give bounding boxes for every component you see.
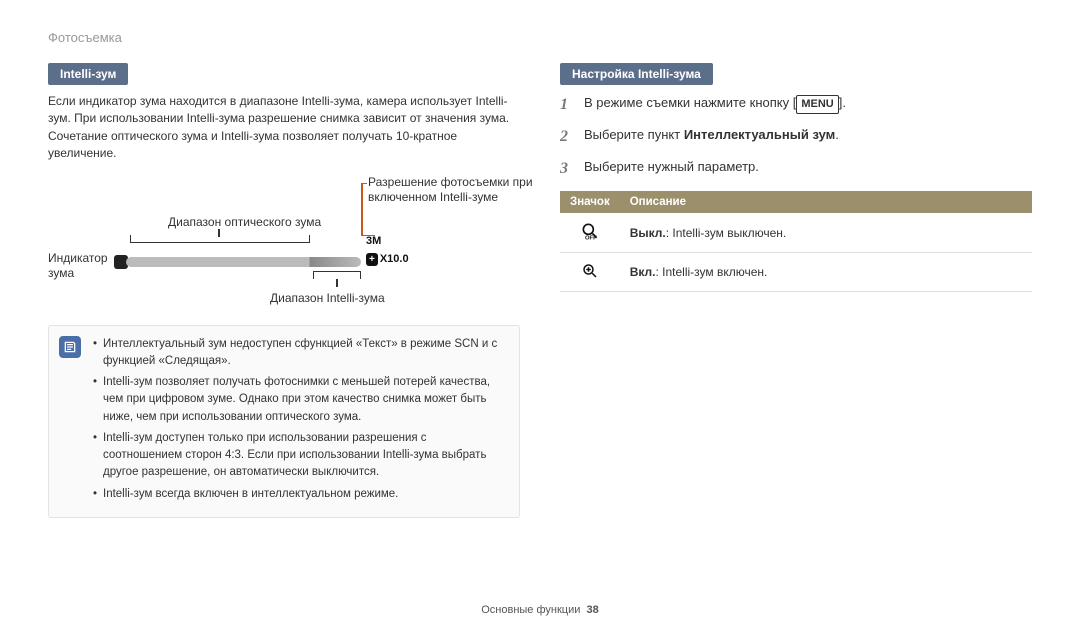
note-item: Intelli-зум доступен только при использо… bbox=[93, 430, 507, 482]
step-text: Выберите пункт Интеллектуальный зум. bbox=[584, 125, 839, 149]
page-footer: Основные функции 38 bbox=[0, 604, 1080, 616]
zoom-bar bbox=[126, 257, 361, 267]
step-post: ]. bbox=[839, 95, 846, 110]
note-item: Интеллектуальный зум недоступен сфункцие… bbox=[93, 336, 507, 371]
step-2: 2 Выберите пункт Интеллектуальный зум. bbox=[560, 125, 1032, 149]
step-number: 2 bbox=[560, 125, 574, 149]
option-bold: Выкл. bbox=[630, 226, 666, 240]
intro-paragraph: Если индикатор зума находится в диапазон… bbox=[48, 93, 520, 163]
note-icon bbox=[59, 336, 81, 358]
breadcrumb: Фотосъемка bbox=[48, 30, 1032, 45]
step-text: В режиме съемки нажмите кнопку [MENU]. bbox=[584, 93, 846, 117]
optical-bracket bbox=[130, 235, 310, 243]
step-number: 3 bbox=[560, 157, 574, 181]
step-3: 3 Выберите нужный параметр. bbox=[560, 157, 1032, 181]
step-pre: Выберите пункт bbox=[584, 127, 684, 142]
option-icon-cell: OFF bbox=[560, 213, 620, 253]
col-icon-header: Значок bbox=[560, 191, 620, 213]
steps-list: 1 В режиме съемки нажмите кнопку [MENU].… bbox=[560, 93, 1032, 181]
optical-range-label: Диапазон оптического зума bbox=[168, 215, 321, 231]
option-row-off: OFF Выкл.: Intelli-зум выключен. bbox=[560, 213, 1032, 253]
intelli-bracket bbox=[313, 271, 361, 279]
intellizoom-off-icon: OFF bbox=[580, 221, 600, 241]
menu-badge: MENU bbox=[796, 95, 838, 114]
step-pre: В режиме съемки нажмите кнопку [ bbox=[584, 95, 796, 110]
connector-line-v bbox=[361, 183, 363, 235]
step-number: 1 bbox=[560, 93, 574, 117]
right-column: Настройка Intelli-зума 1 В режиме съемки… bbox=[560, 63, 1032, 518]
svg-text:OFF: OFF bbox=[585, 235, 597, 241]
zoom-plus-icon: + bbox=[366, 253, 378, 266]
step-bold: Интеллектуальный зум bbox=[684, 127, 835, 142]
step-post: . bbox=[835, 127, 839, 142]
mp-badge: 3M bbox=[366, 235, 381, 247]
section-header-intellizoom: Intelli-зум bbox=[48, 63, 128, 85]
intelli-bracket-stem bbox=[336, 279, 338, 287]
note-list: Интеллектуальный зум недоступен сфункцие… bbox=[93, 336, 507, 503]
option-desc-cell: Вкл.: Intelli-зум включен. bbox=[620, 253, 1032, 292]
bracket-stem bbox=[218, 229, 220, 237]
option-icon-cell bbox=[560, 253, 620, 292]
note-box: Интеллектуальный зум недоступен сфункцие… bbox=[48, 325, 520, 518]
zoom-value-text: X10.0 bbox=[380, 253, 409, 265]
zoom-value: +X10.0 bbox=[366, 253, 409, 266]
left-column: Intelli-зум Если индикатор зума находитс… bbox=[48, 63, 520, 518]
zoom-diagram: Разрешение фотосъемки при включенном Int… bbox=[48, 175, 520, 315]
intelli-range-label: Диапазон Intelli-зума bbox=[270, 291, 385, 307]
step-1: 1 В режиме съемки нажмите кнопку [MENU]. bbox=[560, 93, 1032, 117]
option-rest: : Intelli-зум включен. bbox=[656, 265, 768, 279]
options-table: Значок Описание OFF Выкл bbox=[560, 191, 1032, 292]
resolution-label: Разрешение фотосъемки при включенном Int… bbox=[368, 175, 548, 206]
step-text: Выберите нужный параметр. bbox=[584, 157, 759, 181]
section-header-setup: Настройка Intelli-зума bbox=[560, 63, 713, 85]
intellizoom-on-icon bbox=[580, 261, 600, 281]
option-desc-cell: Выкл.: Intelli-зум выключен. bbox=[620, 213, 1032, 253]
footer-section: Основные функции bbox=[481, 604, 580, 616]
option-bold: Вкл. bbox=[630, 265, 656, 279]
indicator-label: Индикатор зума bbox=[48, 251, 112, 282]
note-item: Intelli-зум позволяет получать фотоснимк… bbox=[93, 374, 507, 426]
col-desc-header: Описание bbox=[620, 191, 1032, 213]
option-row-on: Вкл.: Intelli-зум включен. bbox=[560, 253, 1032, 292]
option-rest: : Intelli-зум выключен. bbox=[666, 226, 787, 240]
note-item: Intelli-зум всегда включен в интеллектуа… bbox=[93, 486, 507, 503]
footer-page: 38 bbox=[587, 604, 599, 616]
